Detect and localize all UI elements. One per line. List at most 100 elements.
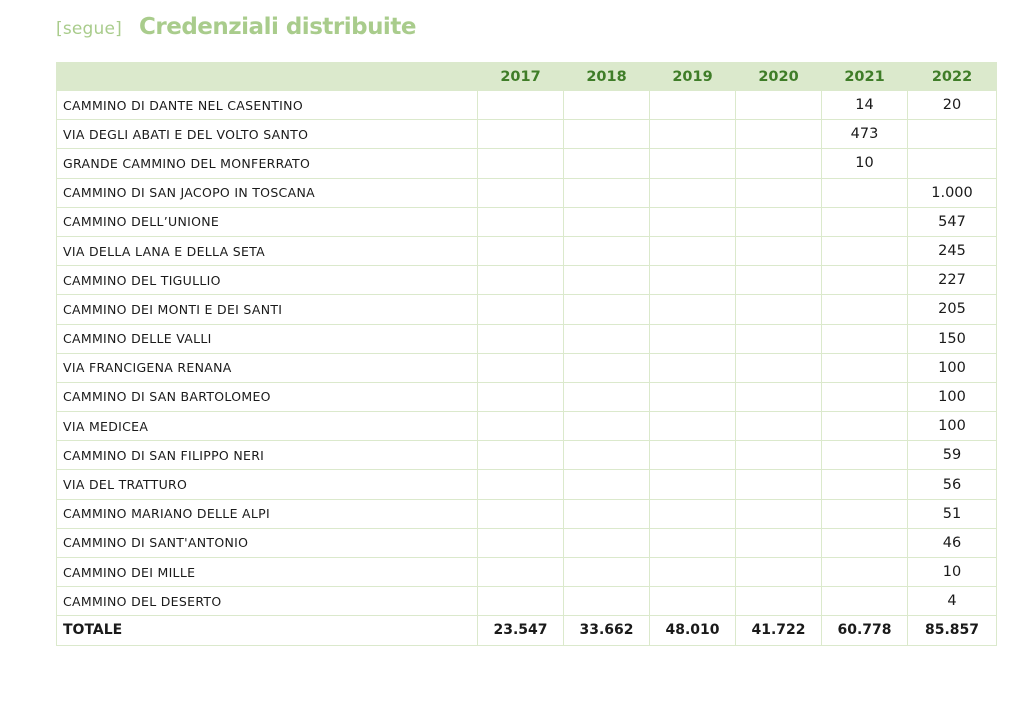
- value-cell: [563, 381, 650, 413]
- route-name-cell: CAMMINO MARIANO DELLE ALPI: [56, 498, 478, 529]
- value-cell: [821, 352, 908, 383]
- value-cell: [735, 89, 822, 121]
- value-cell: [907, 119, 997, 150]
- value-cell: [563, 235, 650, 267]
- value-cell: [477, 119, 564, 150]
- value-cell: [735, 235, 822, 267]
- header-cell-year: 2019: [649, 62, 736, 91]
- value-cell: 4: [907, 586, 997, 617]
- value-cell: 10: [907, 556, 997, 588]
- value-cell: [735, 177, 822, 208]
- value-cell: [735, 556, 822, 588]
- route-name-cell: CAMMINO DEI MONTI E DEI SANTI: [56, 294, 478, 325]
- value-cell: 20: [907, 89, 997, 121]
- header-cell-year: 2017: [477, 62, 564, 91]
- value-cell: [563, 498, 650, 529]
- value-cell: [649, 119, 736, 150]
- page-header: [segue] Credenziali distribuite: [56, 14, 416, 46]
- table-row: GRANDE CAMMINO DEL MONFERRATO 10: [56, 148, 997, 179]
- route-name-cell: CAMMINO DEI MILLE: [56, 556, 478, 588]
- value-cell: [649, 294, 736, 325]
- table-row: CAMMINO DI SAN FILIPPO NERI 59: [56, 440, 997, 471]
- value-cell: [735, 440, 822, 471]
- value-cell: [735, 206, 822, 237]
- route-name-cell: VIA FRANCIGENA RENANA: [56, 352, 478, 383]
- table-row: CAMMINO DI SANT'ANTONIO 46: [56, 527, 997, 559]
- value-cell: [477, 498, 564, 529]
- value-cell: [649, 527, 736, 559]
- total-value-cell: 23.547: [477, 615, 564, 646]
- table-row: CAMMINO DEI MILLE 10: [56, 556, 997, 588]
- route-name-cell: CAMMINO DI DANTE NEL CASENTINO: [56, 89, 478, 121]
- value-cell: [649, 235, 736, 267]
- credentials-table: 2017 2018 2019 2020 2021 2022 CAMMINO DI DANT…: [56, 62, 997, 646]
- value-cell: [735, 119, 822, 150]
- value-cell: [563, 586, 650, 617]
- value-cell: [649, 206, 736, 237]
- total-value-cell: 48.010: [649, 615, 736, 646]
- value-cell: [821, 235, 908, 267]
- route-name-cell: GRANDE CAMMINO DEL MONFERRATO: [56, 148, 478, 179]
- value-cell: [563, 206, 650, 237]
- value-cell: [477, 440, 564, 471]
- value-cell: 245: [907, 235, 997, 267]
- value-cell: 150: [907, 323, 997, 354]
- value-cell: [477, 265, 564, 296]
- table-row: VIA FRANCIGENA RENANA 100: [56, 352, 997, 383]
- route-name-cell: CAMMINO DI SAN BARTOLOMEO: [56, 381, 478, 413]
- value-cell: [821, 586, 908, 617]
- value-cell: [649, 498, 736, 529]
- table-row: CAMMINO DELLE VALLI 150: [56, 323, 997, 354]
- value-cell: 46: [907, 527, 997, 559]
- route-name-cell: CAMMINO DELLE VALLI: [56, 323, 478, 354]
- header-cell-year: 2018: [563, 62, 650, 91]
- value-cell: [821, 527, 908, 559]
- value-cell: [649, 586, 736, 617]
- value-cell: [821, 498, 908, 529]
- route-name-cell: VIA DELLA LANA E DELLA SETA: [56, 235, 478, 267]
- value-cell: [735, 586, 822, 617]
- value-cell: [563, 177, 650, 208]
- value-cell: [907, 148, 997, 179]
- value-cell: [735, 498, 822, 529]
- table-row: VIA DELLA LANA E DELLA SETA 245: [56, 235, 997, 267]
- value-cell: [649, 556, 736, 588]
- value-cell: [477, 352, 564, 383]
- table-row: CAMMINO DI DANTE NEL CASENTINO 14 20: [56, 89, 997, 121]
- value-cell: [477, 381, 564, 413]
- value-cell: [477, 527, 564, 559]
- route-name-cell: CAMMINO DI SANT'ANTONIO: [56, 527, 478, 559]
- continued-label: [segue]: [56, 19, 123, 39]
- header-cell-year: 2021: [821, 62, 908, 91]
- value-cell: [477, 556, 564, 588]
- table-header-row: 2017 2018 2019 2020 2021 2022: [56, 62, 997, 91]
- value-cell: [477, 177, 564, 208]
- value-cell: 547: [907, 206, 997, 237]
- table-row: VIA DEL TRATTURO 56: [56, 469, 997, 500]
- value-cell: [735, 352, 822, 383]
- value-cell: [735, 411, 822, 442]
- value-cell: 1.000: [907, 177, 997, 208]
- value-cell: [735, 323, 822, 354]
- value-cell: [649, 411, 736, 442]
- value-cell: [821, 265, 908, 296]
- header-cell-route: [56, 62, 478, 91]
- value-cell: [649, 381, 736, 413]
- value-cell: [735, 381, 822, 413]
- table-row: CAMMINO DEL DESERTO 4: [56, 586, 997, 617]
- table-row: VIA MEDICEA 100: [56, 411, 997, 442]
- value-cell: [477, 586, 564, 617]
- value-cell: [563, 89, 650, 121]
- table-row: CAMMINO DEI MONTI E DEI SANTI 205: [56, 294, 997, 325]
- table-body: CAMMINO DI DANTE NEL CASENTINO 14 20 VIA DE…: [56, 89, 997, 646]
- value-cell: [477, 411, 564, 442]
- value-cell: [821, 294, 908, 325]
- value-cell: [477, 89, 564, 121]
- header-cell-year: 2020: [735, 62, 822, 91]
- value-cell: [821, 177, 908, 208]
- table-row: CAMMINO DEL TIGULLIO 227: [56, 265, 997, 296]
- value-cell: 100: [907, 381, 997, 413]
- value-cell: 205: [907, 294, 997, 325]
- route-name-cell: VIA DEL TRATTURO: [56, 469, 478, 500]
- table-row: CAMMINO DI SAN JACOPO IN TOSCANA 1.000: [56, 177, 997, 208]
